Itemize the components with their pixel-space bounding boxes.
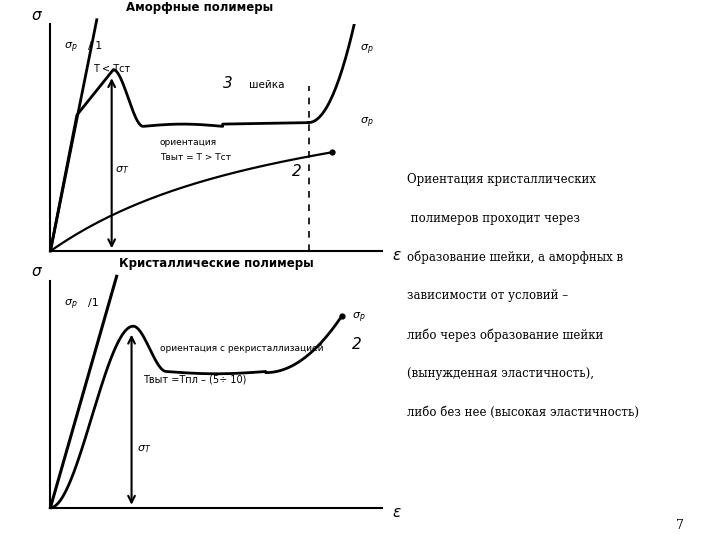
Text: $\sigma_p$: $\sigma_p$ [63, 40, 77, 55]
Text: 3: 3 [222, 76, 233, 91]
Text: Твыт =Тпл – (5÷ 10): Твыт =Тпл – (5÷ 10) [143, 375, 246, 385]
Text: либо без нее (высокая эластичность): либо без нее (высокая эластичность) [407, 406, 639, 419]
Text: либо через образование шейки: либо через образование шейки [407, 328, 603, 342]
Text: T < Тст: T < Тст [94, 64, 131, 74]
Text: $\sigma$: $\sigma$ [31, 264, 43, 279]
Text: (вынужденная эластичность),: (вынужденная эластичность), [407, 367, 594, 380]
Text: $\varepsilon$: $\varepsilon$ [392, 248, 401, 263]
Text: ориентация с рекристаллизацией: ориентация с рекристаллизацией [160, 344, 323, 353]
Text: шейка: шейка [249, 80, 284, 90]
Text: $\varepsilon$: $\varepsilon$ [392, 505, 401, 519]
Text: $\sigma_T$: $\sigma_T$ [137, 443, 150, 455]
Text: 2: 2 [292, 164, 302, 179]
Text: $\sigma_p$: $\sigma_p$ [360, 116, 374, 130]
Text: Ориентация кристаллических: Ориентация кристаллических [407, 173, 596, 186]
Text: 7: 7 [676, 519, 684, 532]
Text: $\sigma_p$: $\sigma_p$ [352, 310, 366, 325]
Text: образование шейки, а аморфных в: образование шейки, а аморфных в [407, 251, 623, 264]
Text: ориентация: ориентация [160, 138, 217, 146]
Text: 2: 2 [352, 337, 361, 352]
Text: $\sigma_p$: $\sigma_p$ [360, 43, 374, 57]
Text: Твыт = Т > Тст: Твыт = Т > Тст [160, 153, 230, 163]
Text: Кристаллические полимеры: Кристаллические полимеры [119, 257, 313, 270]
Text: Аморфные полимеры: Аморфные полимеры [126, 1, 273, 14]
Text: / 1: / 1 [89, 41, 103, 51]
Text: $\sigma$: $\sigma$ [31, 8, 43, 23]
Text: полимеров проходит через: полимеров проходит через [407, 212, 580, 225]
Text: $\sigma_p$: $\sigma_p$ [63, 297, 77, 312]
Text: зависимости от условий –: зависимости от условий – [407, 289, 568, 302]
Text: $\sigma_T$: $\sigma_T$ [115, 164, 130, 176]
Text: /1: /1 [89, 298, 99, 308]
